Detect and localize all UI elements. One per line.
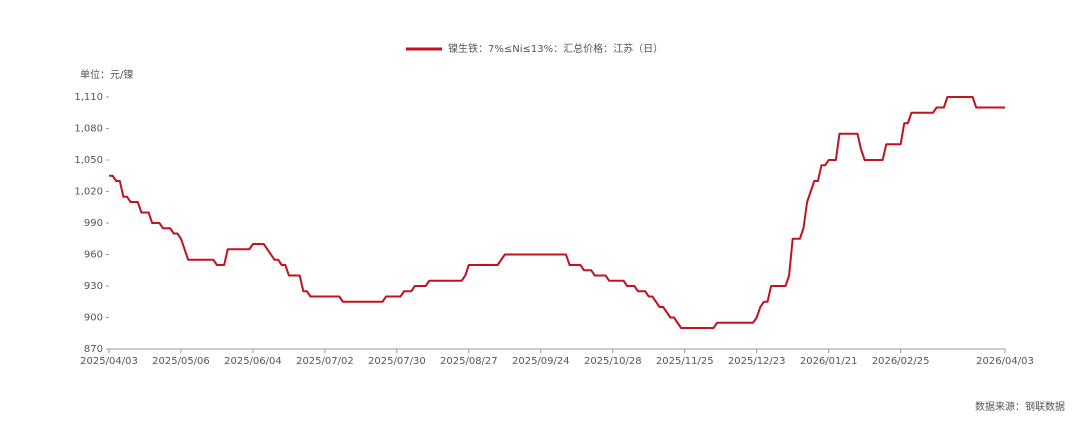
x-tick-label: 2025/12/23 (728, 356, 786, 367)
x-tick-label: 2025/06/04 (224, 356, 282, 367)
y-tick-label: 1,050 (74, 155, 103, 166)
unit-label: 单位：元/镍 (80, 68, 133, 81)
x-tick-label: 2026/02/25 (872, 356, 930, 367)
x-tick-label: 2025/09/24 (512, 356, 570, 367)
y-tick-label: 1,080 (74, 124, 103, 135)
x-tick-label: 2025/07/02 (296, 356, 354, 367)
x-tick-label: 2025/11/25 (656, 356, 714, 367)
source-label: 数据来源：钢联数据 (975, 400, 1065, 413)
x-tick-label: 2025/10/28 (584, 356, 642, 367)
data-line (109, 96, 1005, 329)
y-tick-label: 900 (84, 313, 103, 324)
y-tick-label: 1,020 (74, 187, 103, 198)
legend-label: 镍生铁：7%≤Ni≤13%：汇总价格：江苏（日） (448, 42, 663, 55)
x-tick-label: 2025/04/03 (80, 356, 138, 367)
x-tick-label: 2025/08/27 (440, 356, 498, 367)
x-tick-label: 2025/07/30 (368, 356, 426, 367)
x-tick-label: 2025/05/06 (152, 356, 210, 367)
y-tick-label: 930 (84, 281, 103, 292)
y-tick-label: 960 (84, 250, 103, 261)
x-tick-label: 2026/04/03 (976, 356, 1034, 367)
x-tick-label: 2026/01/21 (800, 356, 858, 367)
y-tick-label: 990 (84, 218, 103, 229)
y-tick-label: 870 (84, 344, 103, 355)
y-tick-label: 1,110 (74, 92, 103, 103)
